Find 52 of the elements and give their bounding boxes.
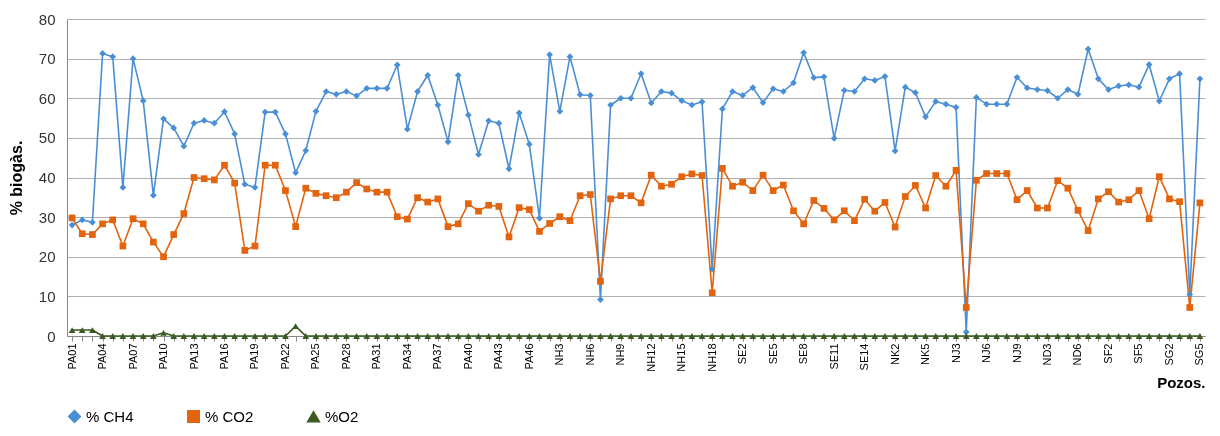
x-tick-label: NH9: [614, 343, 627, 366]
x-tick-label: ND3: [1041, 343, 1054, 366]
y-tick-label: 60: [38, 89, 56, 107]
x-tick-label: SG5: [1193, 343, 1206, 366]
x-tick-label: PA34: [400, 343, 413, 370]
legend-label: % CO2: [205, 407, 254, 425]
x-tick-label: NH6: [583, 343, 596, 366]
legend-label: % CH4: [86, 407, 134, 425]
x-tick-label: SF5: [1132, 343, 1145, 364]
y-tick-label: 40: [38, 169, 56, 186]
x-tick-label: PA37: [431, 343, 444, 370]
x-tick-label: PA13: [187, 343, 200, 370]
y-tick-label: 50: [38, 129, 56, 147]
x-tick-label: PA07: [126, 343, 139, 370]
x-tick-label: SF2: [1101, 343, 1114, 364]
x-tick-label: PA31: [370, 343, 383, 370]
x-tick-label: PA46: [522, 343, 535, 370]
x-tick-label: SE8: [797, 343, 810, 365]
x-tick-label: NH15: [675, 343, 688, 372]
x-tick-label: NJ6: [980, 343, 993, 364]
x-tick-label: PA43: [492, 343, 505, 370]
x-tick-label: PA40: [461, 343, 474, 370]
x-tick-label: PA28: [339, 343, 352, 370]
x-tick-label: PA25: [309, 343, 322, 370]
x-tick-label: NJ9: [1010, 343, 1023, 364]
x-tick-label: PA01: [65, 343, 78, 370]
y-tick-label: 30: [38, 208, 56, 226]
x-tick-label: PA22: [278, 343, 291, 370]
x-tick-label: NJ3: [949, 343, 962, 364]
legend-label: %O2: [325, 407, 359, 425]
y-tick-label: 10: [38, 287, 56, 305]
x-tick-label: NH3: [553, 343, 566, 366]
x-tick-label: SE14: [858, 343, 871, 371]
x-tick-label: SG2: [1162, 343, 1175, 366]
y-tick-label: 70: [38, 50, 56, 68]
x-tick-label: NH18: [705, 343, 718, 372]
y-axis-title: % biogàs.: [7, 140, 25, 216]
x-tick-label: ND6: [1071, 343, 1084, 366]
y-tick-label: 0: [47, 327, 56, 345]
x-tick-label: NK5: [919, 343, 932, 365]
x-tick-label: SE11: [827, 343, 840, 370]
x-tick-label: SE2: [736, 343, 749, 365]
x-tick-label: PA10: [157, 343, 170, 370]
x-tick-label: NH12: [644, 343, 657, 372]
y-tick-label: 20: [38, 248, 56, 266]
x-tick-label: PA16: [217, 343, 230, 370]
x-tick-label: NK2: [888, 343, 901, 365]
x-axis-title: Pozos.: [1157, 373, 1206, 391]
y-tick-label: 80: [38, 10, 56, 28]
x-tick-label: SE5: [766, 343, 779, 365]
x-tick-label: PA19: [248, 343, 261, 370]
x-tick-label: PA04: [96, 343, 109, 370]
